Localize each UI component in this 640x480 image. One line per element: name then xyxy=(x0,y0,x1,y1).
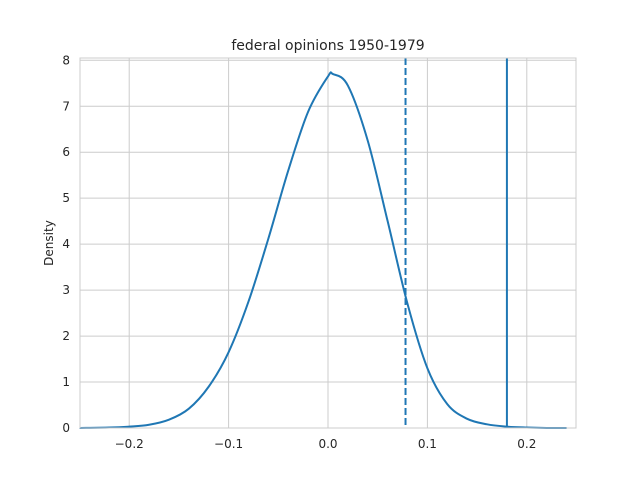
y-tick-label: 0 xyxy=(62,421,70,435)
x-tick-label: −0.2 xyxy=(115,437,144,451)
y-axis-label: Density xyxy=(42,220,56,266)
y-tick-label: 2 xyxy=(62,329,70,343)
x-tick-label: −0.1 xyxy=(214,437,243,451)
plot-frame xyxy=(79,57,577,429)
y-tick-label: 1 xyxy=(62,375,70,389)
y-tick-label: 5 xyxy=(62,191,70,205)
y-tick-labels: 0 1 2 3 4 5 6 7 8 xyxy=(62,53,70,435)
chart-title: federal opinions 1950-1979 xyxy=(231,38,424,54)
y-tick-label: 6 xyxy=(62,145,70,159)
x-tick-label: 0.2 xyxy=(517,437,536,451)
y-tick-label: 7 xyxy=(62,99,70,113)
reference-lines xyxy=(404,58,508,428)
density-curve xyxy=(79,71,567,430)
series-layer xyxy=(79,71,567,430)
y-tick-label: 8 xyxy=(62,53,70,67)
y-tick-label: 4 xyxy=(62,237,70,251)
x-tick-label: 0.1 xyxy=(418,437,437,451)
y-tick-label: 3 xyxy=(62,283,70,297)
x-tick-labels: −0.2 −0.1 0.0 0.1 0.2 xyxy=(115,437,537,451)
x-tick-label: 0.0 xyxy=(318,437,337,451)
